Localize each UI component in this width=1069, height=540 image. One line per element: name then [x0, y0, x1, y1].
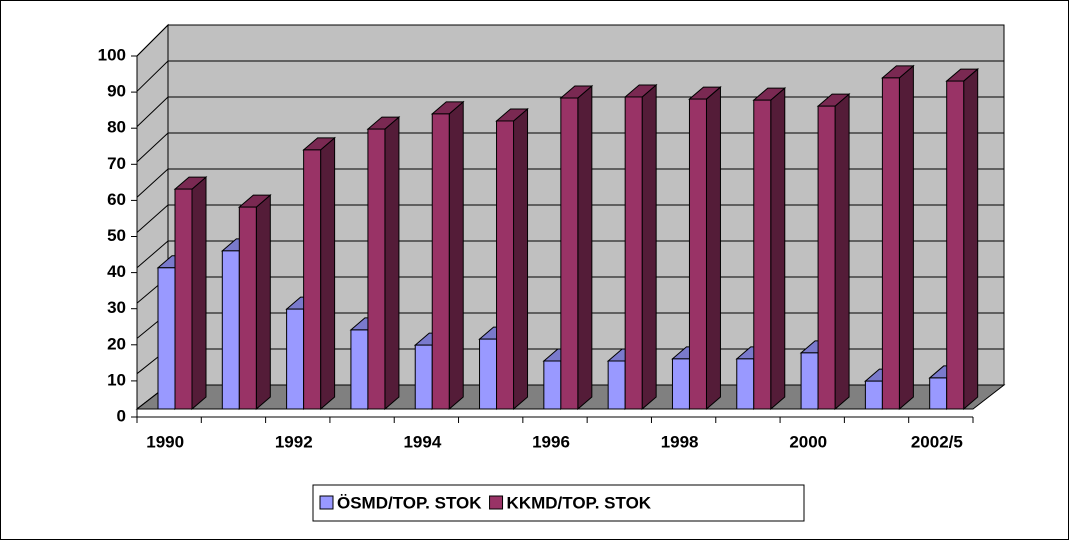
bar-front: [303, 149, 322, 410]
bar: [430, 100, 465, 411]
x-tick-label: 1992: [275, 432, 313, 451]
bar: [945, 67, 980, 411]
bar: [302, 136, 336, 411]
bar-side: [963, 67, 979, 411]
legend-swatch: [319, 495, 334, 510]
y-tick-label: 0: [117, 406, 126, 425]
x-tick-label: 1994: [403, 432, 441, 451]
bar-front: [946, 80, 965, 410]
bar-front: [929, 377, 948, 410]
bar-front: [496, 120, 515, 410]
bar: [366, 115, 401, 411]
bar-front: [736, 358, 755, 410]
y-tick-label: 10: [107, 370, 126, 389]
y-tick-label: 60: [107, 190, 126, 209]
bar-front: [286, 308, 305, 410]
grid-line: [136, 168, 1004, 198]
grid-line: [136, 204, 1004, 233]
x-tick-label: 1996: [532, 432, 570, 451]
bar-front: [560, 97, 579, 410]
bar-front: [688, 98, 707, 410]
legend-label: ÖSMD/TOP. STOK: [337, 493, 482, 512]
bar: [816, 93, 851, 411]
grid-line: [136, 132, 1004, 163]
grid-line: [136, 60, 1004, 92]
bar-side: [641, 83, 657, 411]
y-tick-label: 100: [98, 45, 126, 64]
x-tick-label: 2002/5: [911, 432, 963, 451]
grid-line: [136, 96, 1004, 127]
y-tick-label: 40: [107, 262, 126, 281]
bar-side: [834, 93, 850, 411]
bar-front: [800, 352, 819, 410]
bar-side: [705, 85, 721, 411]
bar-front: [414, 344, 433, 410]
bar-side: [448, 100, 464, 411]
bar-front: [671, 358, 690, 410]
bar-front: [350, 329, 369, 410]
bar: [688, 85, 722, 411]
bar-front: [607, 360, 626, 410]
x-tick-label: 1990: [146, 432, 184, 451]
bar-side: [255, 193, 271, 411]
bar-front: [479, 338, 498, 410]
bar-front: [238, 206, 257, 410]
legend-label: KKMD/TOP. STOK: [507, 493, 652, 512]
bar-front: [221, 250, 240, 410]
bar-side: [770, 87, 786, 411]
y-tick-label: 30: [107, 298, 126, 317]
grid-line: [136, 240, 1004, 269]
bar-front: [367, 128, 386, 410]
bar-front: [817, 105, 836, 410]
bar-front: [543, 360, 562, 410]
legend-swatch: [489, 495, 504, 510]
bar-front: [864, 380, 883, 410]
x-tick-label: 2000: [789, 432, 827, 451]
bar-side: [513, 107, 529, 411]
bar-front: [174, 188, 193, 410]
bar-side: [577, 84, 593, 411]
bar: [623, 83, 658, 411]
y-tick-label: 50: [107, 226, 126, 245]
bar-front: [624, 96, 643, 410]
grid-line: [136, 24, 1004, 57]
y-tick-label: 20: [107, 334, 126, 353]
bar-side: [384, 115, 400, 411]
bar-front: [881, 77, 900, 410]
bar: [881, 64, 915, 411]
bar: [237, 193, 272, 411]
bar: [495, 107, 529, 411]
y-tick-label: 70: [107, 154, 126, 173]
bar-side: [898, 64, 914, 411]
bar-side: [320, 136, 336, 411]
bar-front: [157, 267, 176, 410]
legend-box: [312, 484, 805, 522]
bar: [173, 175, 208, 411]
x-tick-label: 1998: [661, 432, 699, 451]
bar-front: [431, 113, 450, 410]
bar: [559, 84, 594, 411]
y-tick-label: 90: [107, 82, 126, 101]
bar-side: [191, 175, 207, 411]
bar: [752, 87, 787, 411]
bar-front: [753, 99, 772, 410]
y-tick-label: 80: [107, 118, 126, 137]
